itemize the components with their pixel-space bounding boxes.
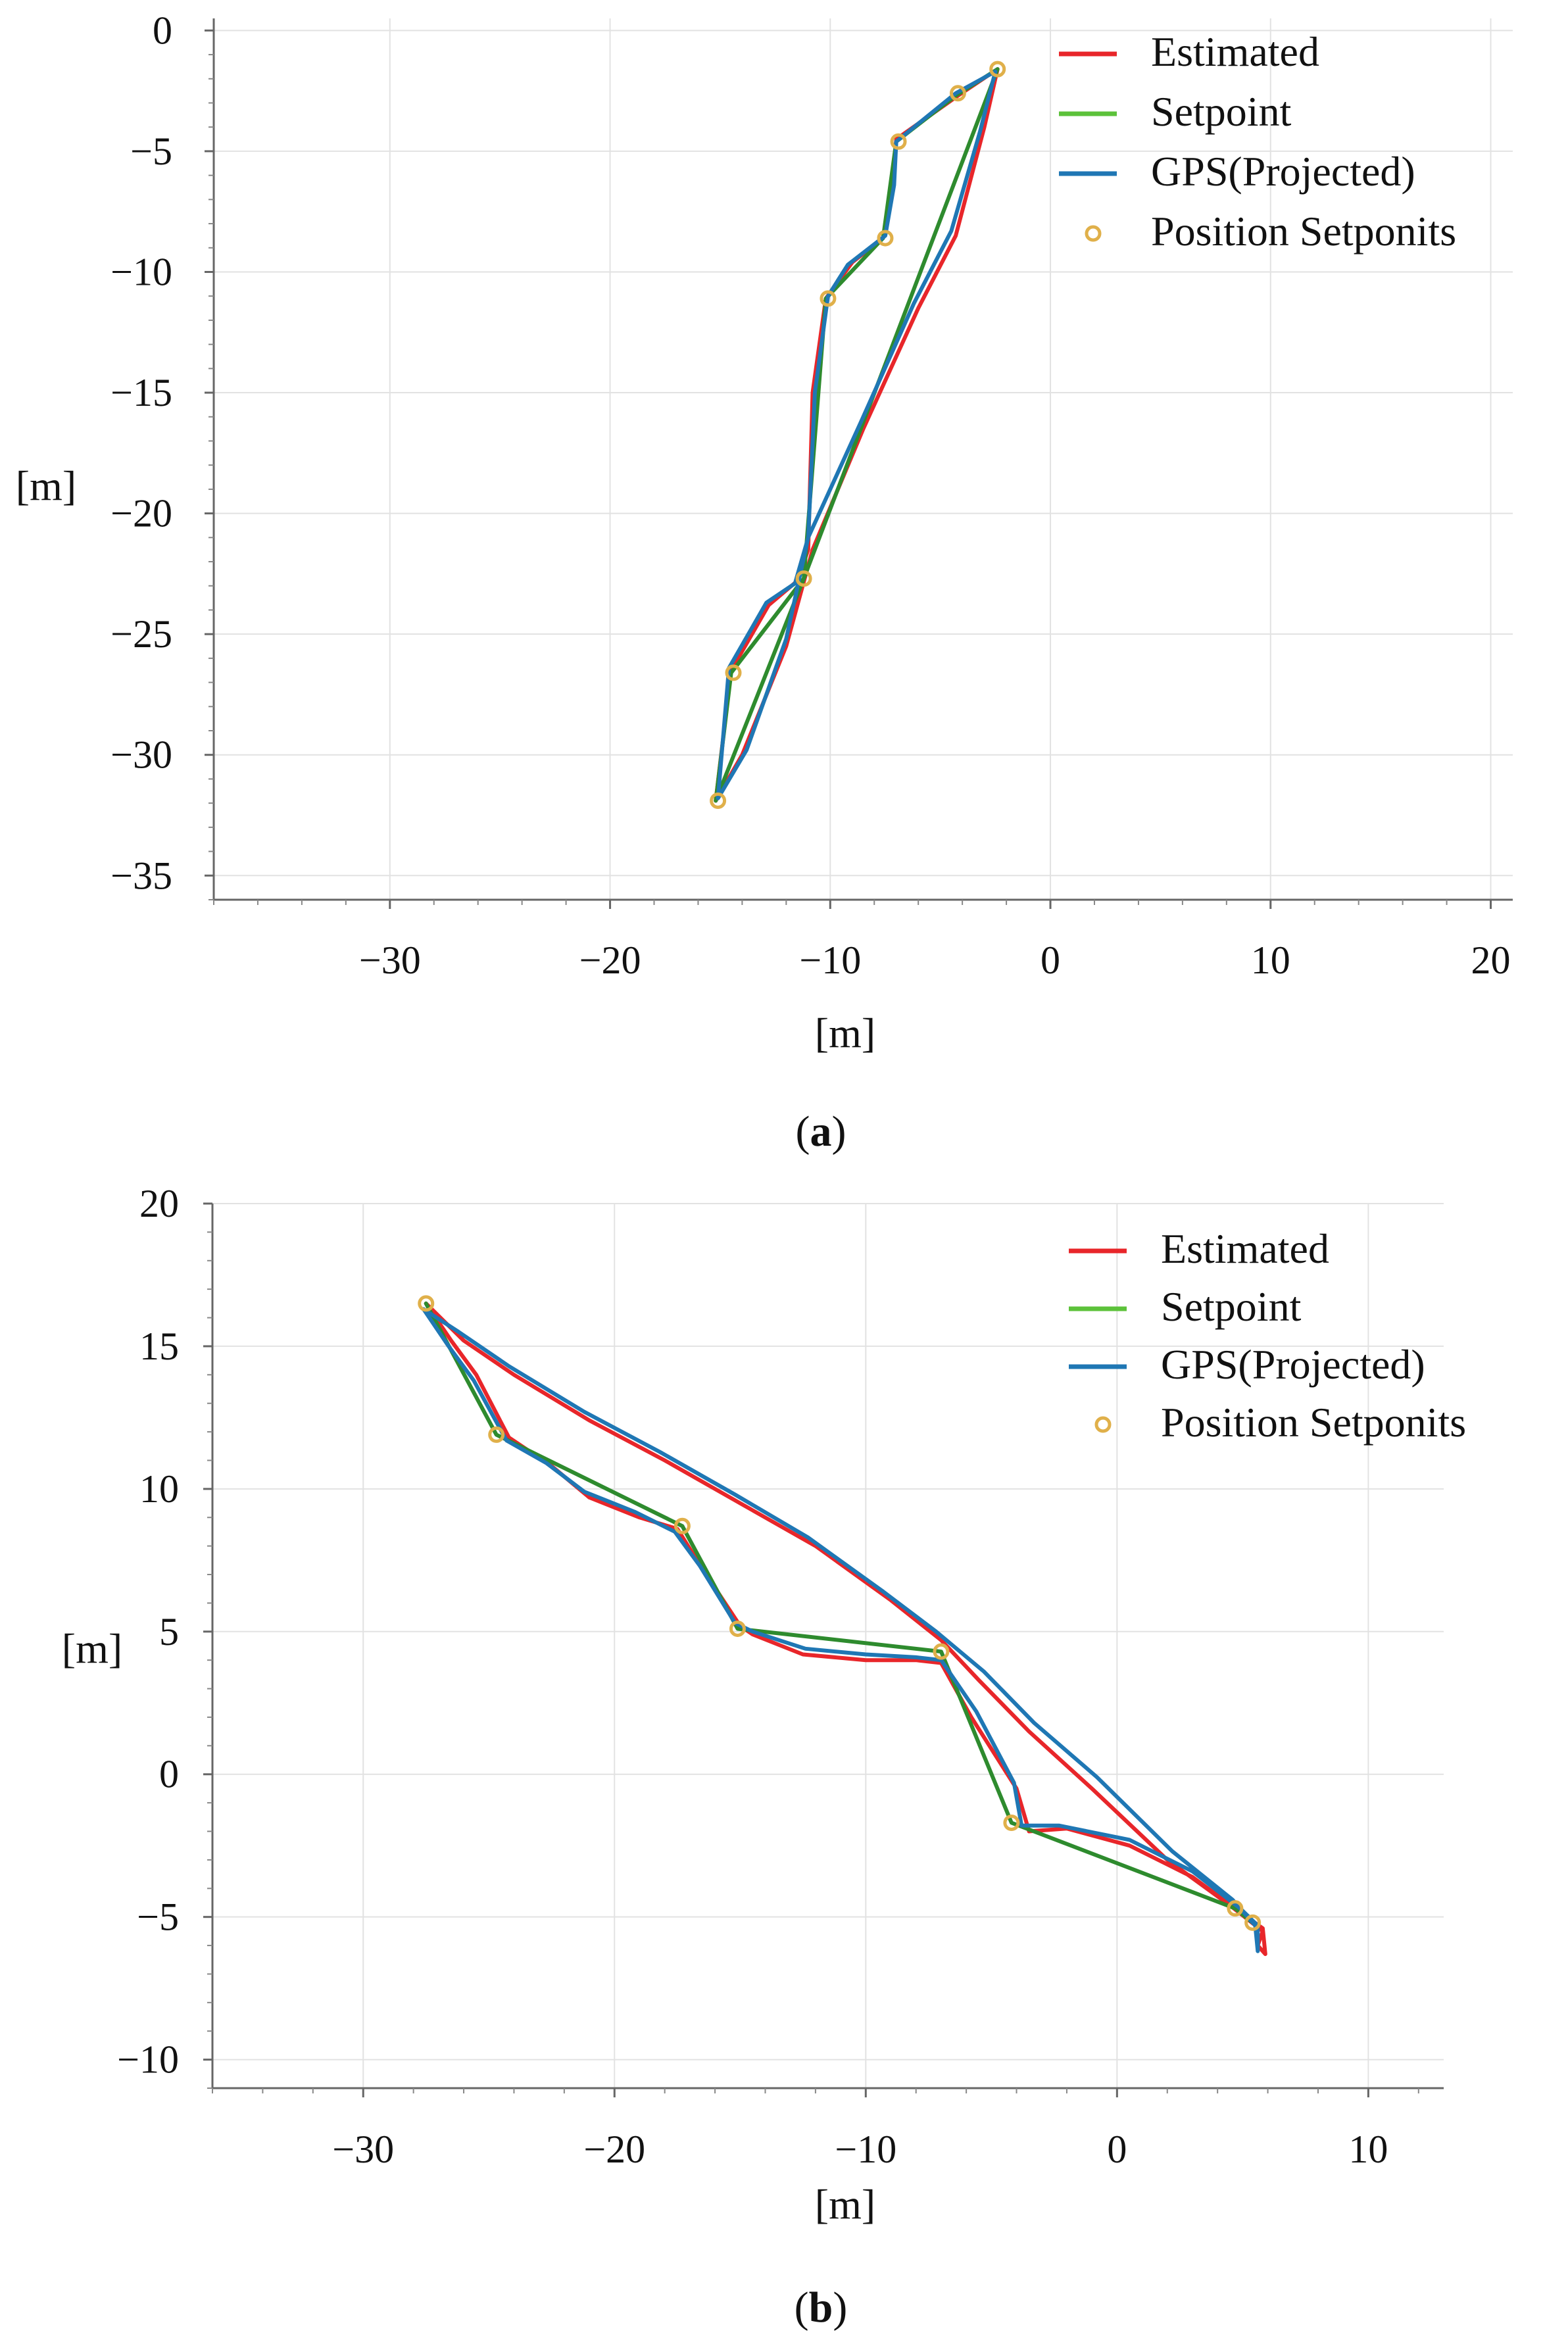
- panel-b-y-tick-label: 10: [139, 1467, 179, 1511]
- panel-b-position-setpoint-marker: [418, 1295, 435, 1312]
- panel-b-caption-letter: b: [809, 2283, 833, 2332]
- panel-b-chart: −30 −20 −10 0 10 20 15 10 5 0 −5 −10 Estimated Setpo…: [62, 1182, 1466, 2332]
- panel-a-position-setpoint-marker: [890, 133, 907, 150]
- panel-a-x-tick-label: 0: [1041, 939, 1060, 982]
- panel-a-y-tick-label: −25: [110, 612, 172, 656]
- panel-b-x-tick-label: −20: [583, 2128, 645, 2171]
- panel-a-caption: (a): [796, 1108, 846, 1156]
- panel-b-x-tick-label: 10: [1348, 2128, 1388, 2171]
- panel-b-y-tick-label: 20: [139, 1182, 179, 1225]
- panel-a-position-setpoint-marker: [710, 792, 727, 809]
- panel-b-caption: (b): [795, 2283, 848, 2332]
- panel-b-legend-item: Position Setponits: [1094, 1399, 1466, 1446]
- panel-b-series-gps-projected: [421, 1307, 1260, 1953]
- panel-a-legend-label: Setpoint: [1151, 88, 1292, 135]
- panel-a-x-tick-label: 20: [1471, 939, 1511, 982]
- panel-b-series-estimated: [424, 1301, 1267, 1957]
- panel-a-legend-item: Estimated: [1059, 28, 1319, 75]
- panel-a-position-setpoint-marker: [949, 85, 966, 102]
- panel-b-x-tick-label: −10: [835, 2128, 896, 2171]
- panel-b-legend-marker: [1094, 1416, 1112, 1433]
- panel-a-position-setpoint-marker: [877, 230, 894, 247]
- panel-b-legend-item: Estimated: [1069, 1225, 1329, 1272]
- panel-a-legend-label: GPS(Projected): [1151, 148, 1415, 195]
- panel-b-position-setpoint-marker: [1244, 1914, 1262, 1931]
- panel-a-position-setpoint-marker: [795, 570, 812, 587]
- panel-b-caption-close: ): [833, 2283, 847, 2332]
- panel-b-y-tick-label: 15: [139, 1325, 179, 1368]
- panel-a-x-tick-label: −30: [359, 939, 421, 982]
- panel-a-caption-close: ): [832, 1108, 846, 1156]
- panel-b-legend-label: Estimated: [1161, 1225, 1329, 1272]
- panel-b-x-axis-title: [m]: [815, 2181, 875, 2228]
- panel-a-caption-open: (: [796, 1108, 810, 1156]
- panel-b-legend-label: Setpoint: [1161, 1283, 1302, 1330]
- panel-b-legend-item: GPS(Projected): [1069, 1341, 1425, 1388]
- panel-b-position-setpoint-marker: [933, 1643, 950, 1660]
- panel-b-y-tick-label: −10: [117, 2038, 179, 2082]
- panel-a-y-tick-label: −15: [110, 371, 172, 414]
- panel-a-legend-item: Setpoint: [1059, 88, 1292, 135]
- panel-b-position-setpoint-marker: [488, 1426, 505, 1443]
- panel-b-position-setpoint-marker: [674, 1517, 691, 1534]
- panel-a-x-tick-label: −20: [579, 939, 641, 982]
- panel-b-y-tick-label: 0: [159, 1753, 179, 1796]
- panel-a-y-tick-label: −35: [110, 854, 172, 897]
- panel-a-legend-item: Position Setponits: [1085, 208, 1456, 255]
- panel-b-x-tick-label: 0: [1107, 2128, 1127, 2171]
- panel-b-y-tick-label: −5: [137, 1895, 179, 1939]
- panel-b-caption-open: (: [795, 2283, 809, 2332]
- panel-b-position-setpoint-marker: [1227, 1900, 1244, 1917]
- panel-a-axes: −30 −20 −10 0 10 20 0 −5 −10 −15 −20 −25 −30 −35: [110, 9, 1513, 982]
- panel-a-legend-marker: [1085, 225, 1102, 242]
- panel-a-y-tick-label: −10: [110, 250, 172, 293]
- panel-b-position-setpoint-marker: [729, 1620, 746, 1637]
- panel-a-chart: −30 −20 −10 0 10 20 0 −5 −10 −15 −20 −25 −30 −35 Esti…: [16, 9, 1513, 1156]
- panel-a-caption-letter: a: [810, 1108, 832, 1156]
- panel-b-legend-item: Setpoint: [1069, 1283, 1302, 1330]
- panel-a-legend-label: Position Setponits: [1151, 208, 1456, 255]
- panel-a-position-setpoint-marker: [820, 290, 837, 307]
- panel-a-x-tick-label: −10: [799, 939, 861, 982]
- panel-b-y-tick-label: 5: [159, 1610, 179, 1653]
- panel-a-x-axis-title: [m]: [815, 1010, 875, 1056]
- panel-a-series: [710, 61, 1006, 809]
- panel-b-grid: [212, 1203, 1444, 2088]
- panel-a-y-tick-label: −5: [130, 130, 172, 173]
- panel-b-legend-label: Position Setponits: [1161, 1399, 1466, 1446]
- panel-b-position-setpoint-marker: [1003, 1815, 1020, 1831]
- panel-a-y-tick-label: −20: [110, 492, 172, 535]
- panel-b-legend-label: GPS(Projected): [1161, 1341, 1425, 1388]
- panel-a-y-tick-label: −30: [110, 733, 172, 777]
- panel-a-legend-label: Estimated: [1151, 28, 1319, 75]
- panel-b-legend: Estimated Setpoint GPS(Projected) Position …: [1069, 1225, 1466, 1446]
- panel-a-grid: [214, 18, 1513, 900]
- panel-b-series: [418, 1295, 1267, 1957]
- panel-a-position-setpoint-marker: [725, 664, 742, 681]
- panel-a-y-tick-label: 0: [153, 9, 172, 52]
- panel-b-axes: −30 −20 −10 0 10 20 15 10 5 0 −5 −10: [117, 1182, 1444, 2171]
- panel-b-x-tick-label: −30: [332, 2128, 394, 2171]
- panel-a-y-axis-title: [m]: [16, 462, 76, 509]
- panel-a-x-tick-label: 10: [1251, 939, 1290, 982]
- panel-a-legend: Estimated Setpoint GPS(Projected) Position …: [1059, 28, 1456, 255]
- panel-a-legend-item: GPS(Projected): [1059, 148, 1415, 195]
- panel-a-series-gps-projected: [716, 69, 998, 800]
- panel-a-position-setpoint-marker: [989, 61, 1006, 78]
- panel-b-y-axis-title: [m]: [62, 1625, 122, 1672]
